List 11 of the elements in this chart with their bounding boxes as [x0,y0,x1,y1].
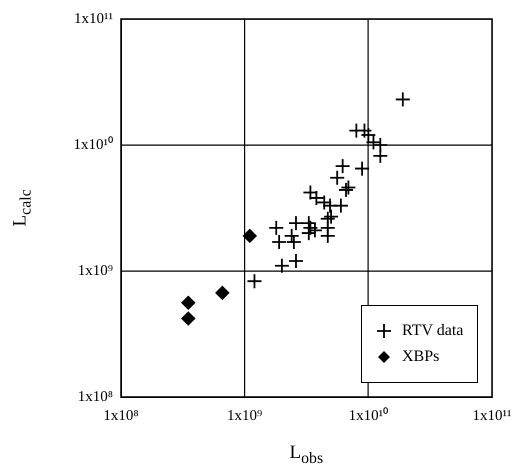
x-tick-label: 1x10⁹ [227,408,262,424]
x-tick-label: 1x10¹⁰ [348,406,388,424]
x-tick-label: 1x10¹¹ [472,408,512,424]
x-axis-title: L$_{obs}$ [290,442,324,468]
y-tick-label: 1x10⁹ [78,262,113,279]
x-tick-label: 1x10⁸ [103,408,139,424]
y-tick-label: 1x10¹¹ [74,10,113,27]
legend-label: XBPs [402,348,440,366]
legend-label: RTV data [402,322,464,340]
y-tick-label: 1x10¹⁰ [74,136,113,153]
y-tick-label: 1x10⁸ [78,388,113,405]
